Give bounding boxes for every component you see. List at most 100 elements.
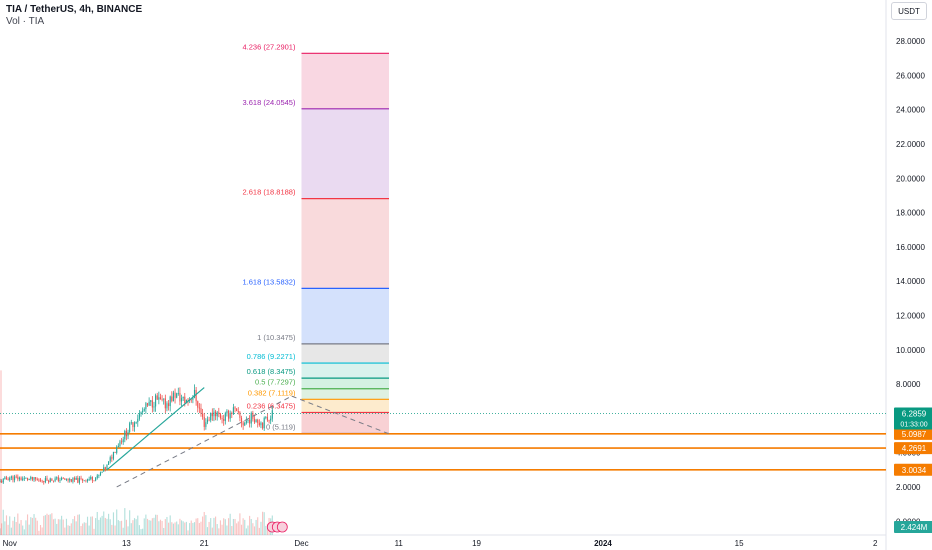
volume-bar [111,524,113,535]
price-tick-label: 12.0000 [896,312,925,321]
volume-bar [39,525,42,535]
volume-bar [10,527,12,535]
volume-bar [56,523,58,535]
volume-bar [200,521,202,535]
volume-bar [43,515,45,535]
volume-bar [245,528,247,535]
candle-body [163,398,165,400]
volume-bar [174,522,176,535]
candle-body [266,416,269,421]
volume-bar [36,520,38,535]
candle-body [61,477,63,480]
candle-body [10,476,12,478]
volume-bar [159,519,162,535]
candle-body [20,477,22,481]
volume-bar [213,517,215,535]
volume-bar [90,516,92,535]
candle-body [49,478,51,483]
price-tick-label: 8.0000 [896,380,921,389]
volume-bar [244,519,246,535]
volume-bar [86,516,89,535]
candle-body [4,477,6,479]
volume-bar [164,519,166,535]
candle-body [93,480,95,482]
fib-zone [301,288,390,344]
volume-bar [143,518,145,535]
candle-body [210,412,212,421]
price-tick-label: 18.0000 [896,209,925,218]
volume-bar [185,521,187,535]
fib-zone [301,399,390,413]
volume-bar [46,513,48,535]
volume-bar [88,525,90,535]
volume-bar [150,520,152,535]
last-price-value: 6.2859 [902,409,927,418]
volume-bar [12,520,14,535]
time-tick-label: Nov [3,539,17,548]
volume-bar [180,520,183,535]
fib-extension: 0 (5.119) 0.236 (6.3475) 0.382 (7.1119)0.5… [243,42,390,435]
volume-bar [65,518,68,535]
candle-body [72,477,74,482]
volume-bar [223,518,225,535]
fib-level-label: 0.786 (9.2271) [247,352,296,361]
candle-body [91,476,93,481]
volume-bar [260,521,262,535]
price-tick-label: 2.0000 [896,483,921,492]
volume-bar [33,514,35,535]
volume-bar [18,523,21,535]
volume-bar [77,514,79,535]
volume-bar [135,519,137,535]
candle-body [67,478,69,481]
volume-bar [59,519,61,535]
axis-badges: 5.0987 4.2691 3.0034 6.2859 01:33:00 2.424M [266,407,932,533]
fib-zone [301,53,390,109]
volume-bar [91,516,93,535]
price-tick-label: 16.0000 [896,243,925,252]
volume-bar [119,521,121,535]
fib-zone [301,412,390,434]
volume-bar [166,516,168,535]
volume-bar [31,517,33,535]
currency-button[interactable]: USDT [891,2,927,20]
candle-body [250,412,252,424]
candle-body [59,479,61,481]
volume-bar [203,511,205,535]
volume-bar [48,514,50,535]
candle-body [31,477,33,480]
candle-body [17,476,19,480]
candle-body [41,480,43,482]
level-badge [894,463,932,476]
candle-body [0,481,1,482]
candle-body [221,418,223,420]
candle-body [38,479,40,481]
volume-bar [15,521,17,535]
fib-level-label: 4.236 (27.2901) [243,42,296,51]
volume-bar [62,519,64,535]
volume-bar [192,522,194,535]
candle-body [197,401,199,408]
candle-body [244,422,246,426]
candle-body [263,417,265,429]
volume-bar [49,514,51,535]
candle-body [182,396,184,399]
volume-bar [237,521,239,535]
candle-body [208,419,210,421]
volume-bar [265,525,267,535]
volume-bar [156,514,158,535]
candle-body [166,403,168,409]
volume-bar [172,523,175,535]
volume-bar [227,518,230,535]
fib-level-label: 0.382 (7.1119) [248,388,296,397]
candle-body [56,477,58,479]
candle-body [247,419,249,422]
candle-body [145,403,147,410]
time-tick-label: 21 [200,539,209,548]
candle-body [9,477,11,481]
volume-bar [218,528,220,535]
fib-level-label: 0 (5.119) [266,423,296,432]
volume-bar [140,529,142,535]
candle-body [78,478,80,483]
candle-body [133,422,136,428]
